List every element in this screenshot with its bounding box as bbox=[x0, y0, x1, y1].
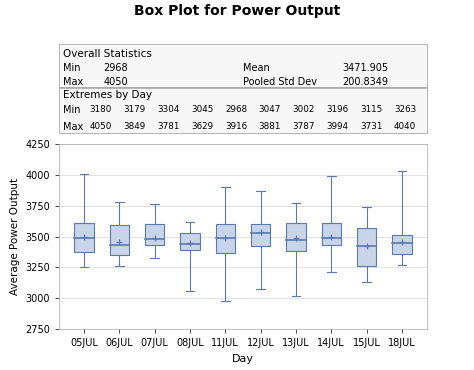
Text: Extremes by Day: Extremes by Day bbox=[63, 90, 152, 100]
Text: 4040: 4040 bbox=[394, 122, 416, 131]
Bar bbox=[321, 223, 341, 245]
Bar bbox=[180, 233, 200, 250]
Bar bbox=[145, 224, 164, 245]
Text: 3781: 3781 bbox=[157, 122, 180, 131]
Bar bbox=[109, 225, 129, 255]
Bar bbox=[392, 235, 411, 254]
Bar bbox=[59, 88, 427, 133]
Text: 4050: 4050 bbox=[90, 122, 112, 131]
Text: 3994: 3994 bbox=[326, 122, 348, 131]
Bar bbox=[216, 224, 235, 253]
Text: 4050: 4050 bbox=[103, 77, 128, 87]
Text: 2968: 2968 bbox=[103, 63, 128, 73]
Text: 3849: 3849 bbox=[124, 122, 146, 131]
Text: Min: Min bbox=[63, 105, 81, 115]
Text: 3179: 3179 bbox=[124, 105, 146, 114]
Bar bbox=[59, 44, 427, 87]
Text: Box Plot for Power Output: Box Plot for Power Output bbox=[134, 4, 340, 18]
Text: 3881: 3881 bbox=[259, 122, 281, 131]
Bar bbox=[286, 223, 306, 252]
Text: Max: Max bbox=[63, 77, 83, 87]
Text: 3047: 3047 bbox=[259, 105, 281, 114]
Text: 3629: 3629 bbox=[191, 122, 213, 131]
Text: 3002: 3002 bbox=[292, 105, 315, 114]
Text: Min: Min bbox=[63, 63, 81, 73]
Bar bbox=[74, 223, 94, 252]
Text: 3196: 3196 bbox=[326, 105, 348, 114]
Text: Overall Statistics: Overall Statistics bbox=[63, 49, 152, 59]
Text: Mean: Mean bbox=[243, 63, 270, 73]
Text: Max: Max bbox=[63, 122, 83, 132]
Text: 200.8349: 200.8349 bbox=[342, 77, 388, 87]
Text: 3045: 3045 bbox=[191, 105, 213, 114]
Text: Pooled Std Dev: Pooled Std Dev bbox=[243, 77, 317, 87]
Text: 3304: 3304 bbox=[157, 105, 180, 114]
Bar bbox=[251, 224, 270, 246]
Bar bbox=[357, 228, 376, 266]
X-axis label: Day: Day bbox=[232, 354, 254, 364]
Text: 3916: 3916 bbox=[225, 122, 247, 131]
Text: 3263: 3263 bbox=[394, 105, 416, 114]
Text: 3471.905: 3471.905 bbox=[342, 63, 388, 73]
Text: 3180: 3180 bbox=[90, 105, 112, 114]
Y-axis label: Average Power Output: Average Power Output bbox=[10, 178, 20, 295]
Text: 3787: 3787 bbox=[292, 122, 315, 131]
Text: 3731: 3731 bbox=[360, 122, 383, 131]
Text: 2968: 2968 bbox=[225, 105, 247, 114]
Text: 3115: 3115 bbox=[360, 105, 383, 114]
